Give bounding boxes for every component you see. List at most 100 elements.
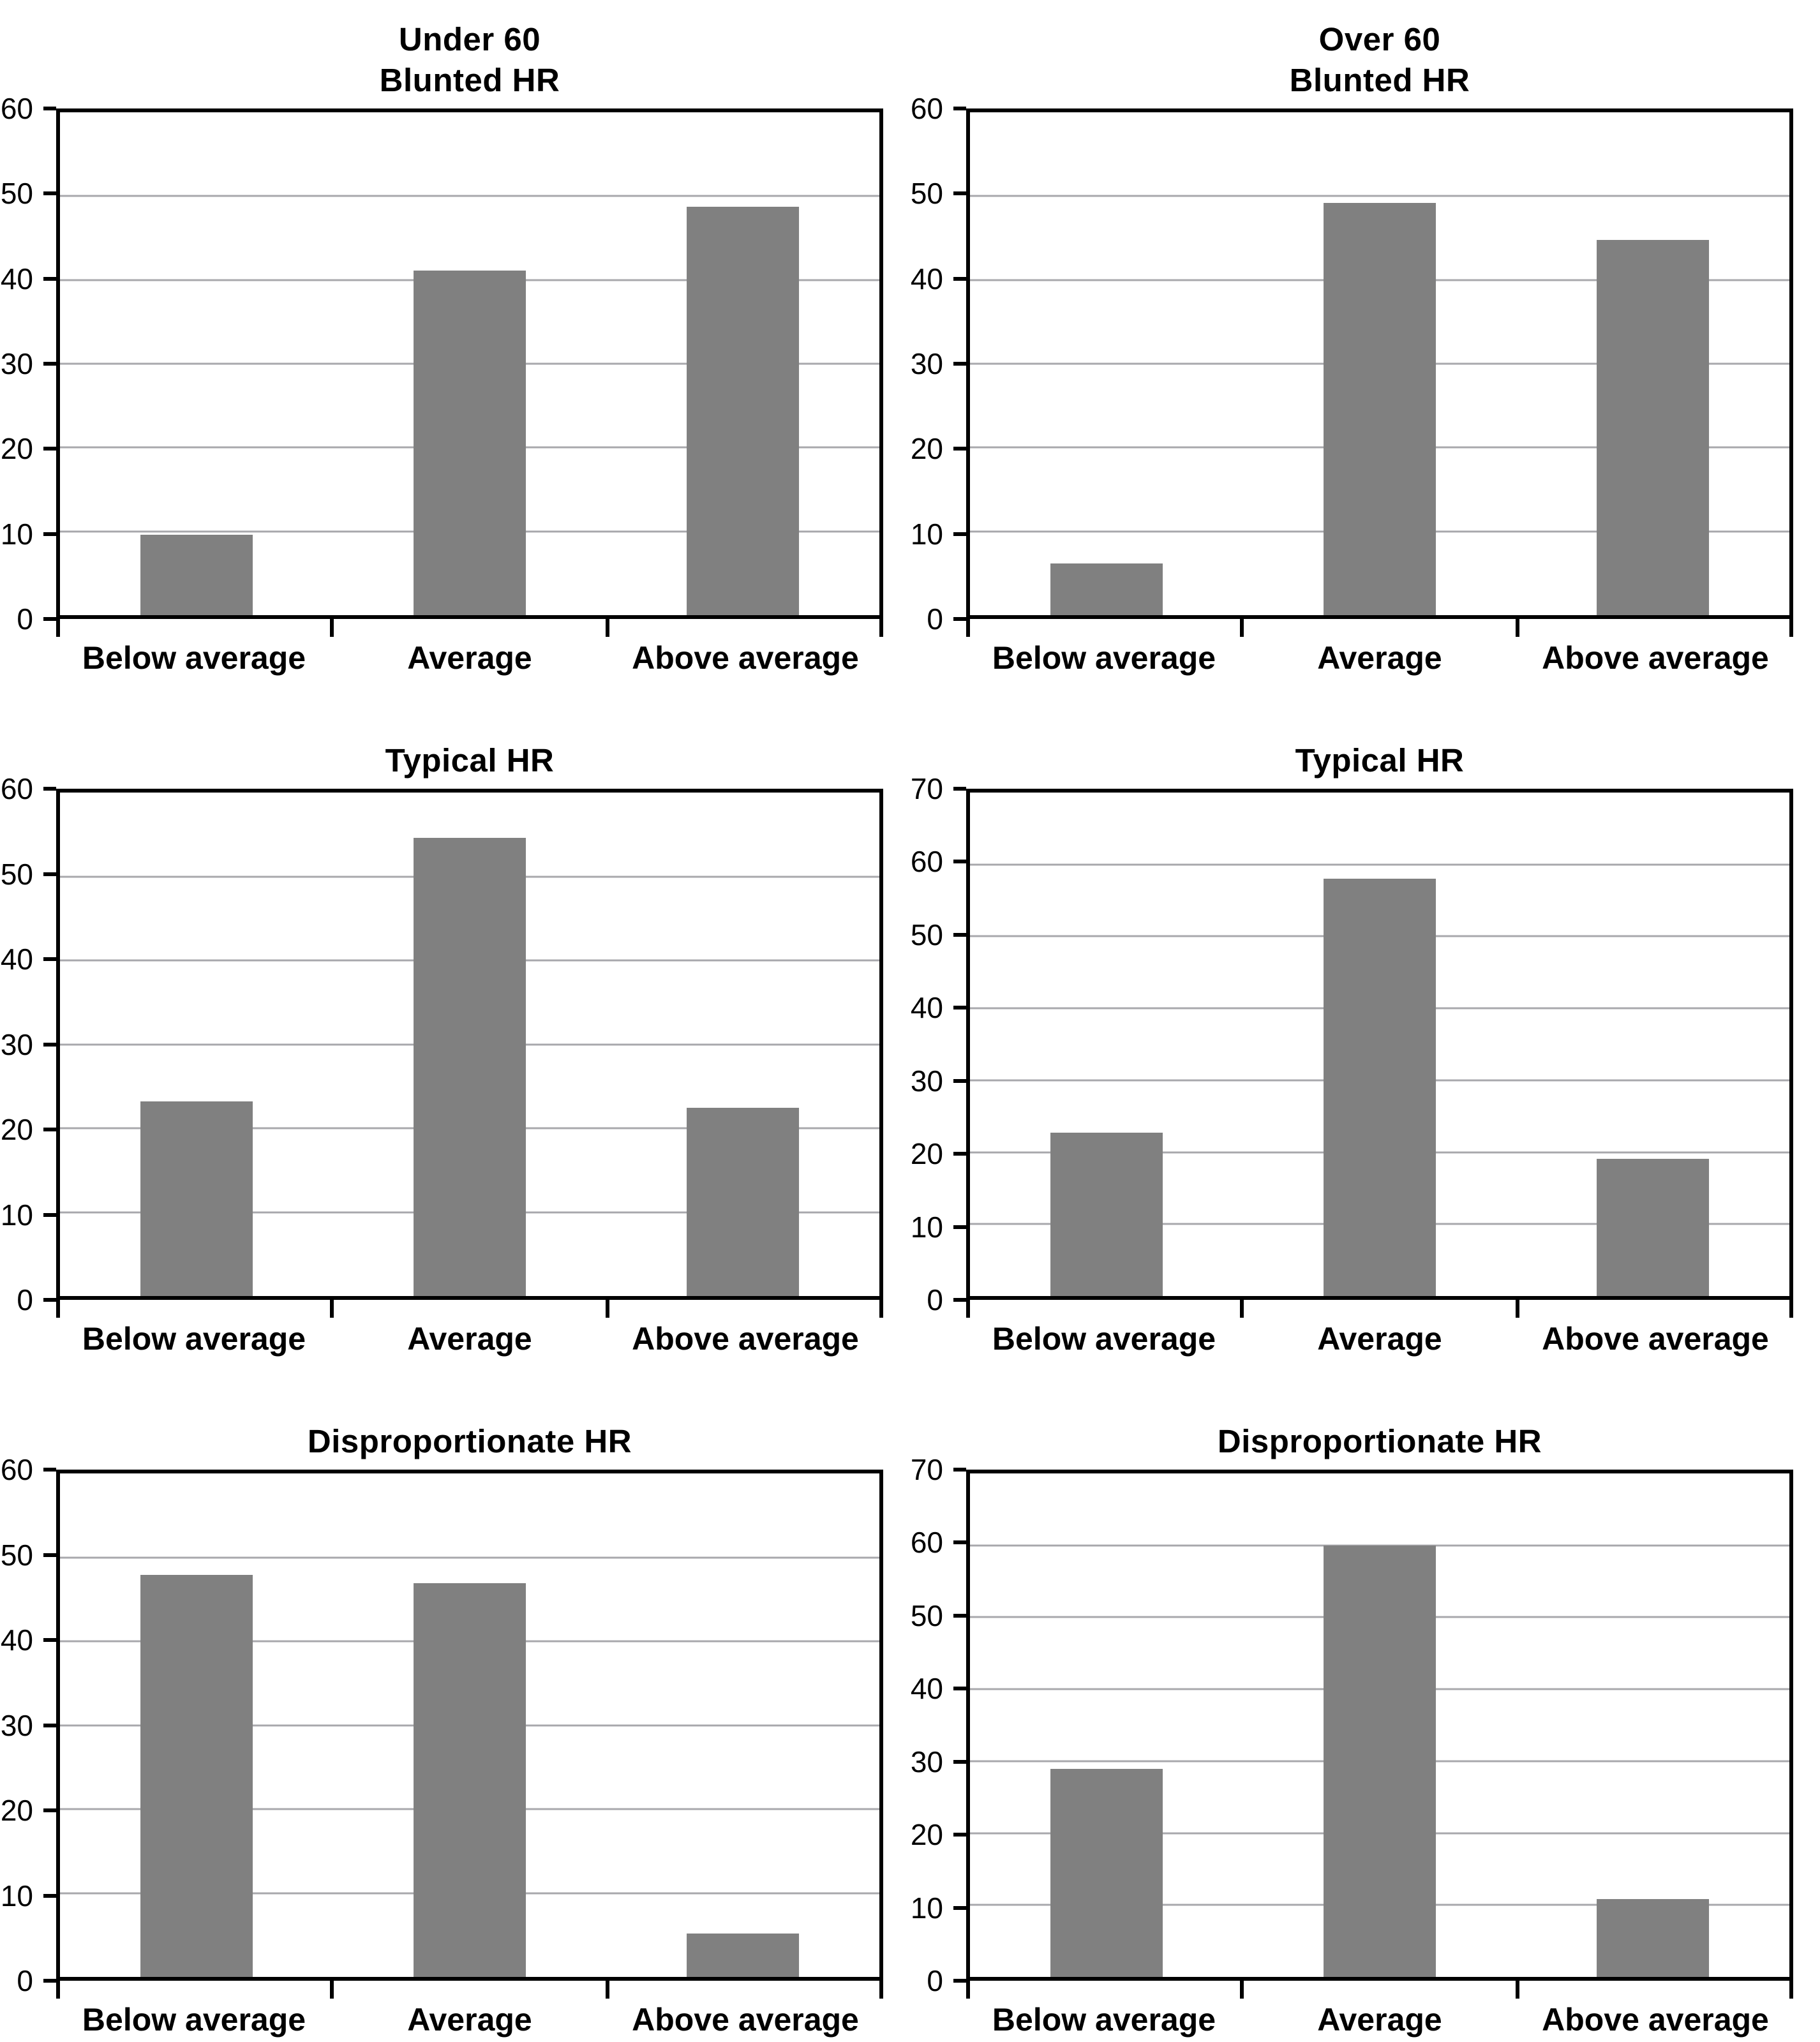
x-category-label: Above average [1542,640,1769,676]
x-axis-tick [1240,619,1244,637]
y-axis-tick-label: 60 [910,92,943,125]
x-category-label: Above average [632,2002,859,2038]
plot-area: Below average Average Above average 0 10 2… [1,1455,883,2038]
x-axis-tick [1240,1300,1244,1318]
y-axis-tick [953,1006,966,1010]
x-axis-tick [1516,1981,1519,1999]
x-axis-tick [879,619,883,637]
x-category-label: Below average [992,2002,1216,2038]
y-axis-tick-label: 40 [910,991,943,1025]
x-axis-tick [879,1300,883,1318]
y-axis-tick [953,617,966,621]
bar-below-average [140,1575,253,1977]
y-axis-tick-label: 30 [910,1745,943,1778]
y-axis-tick [43,1808,56,1813]
x-category-label: Below average [82,640,306,676]
y-axis-tick [43,1468,56,1472]
chart-title-block: Disproportionate HR [56,1361,883,1468]
y-axis-tick [953,860,966,864]
y-axis-tick [953,107,966,110]
x-category-label: Above average [1542,1321,1769,1357]
y-axis-tick-label: 50 [0,177,33,211]
y-axis-tick-label: 50 [910,1599,943,1632]
chart-title-block: Under 60 Blunted HR [56,0,883,107]
chart-title-block: Typical HR [56,680,883,787]
y-axis-tick-label: 40 [0,262,33,295]
x-axis-tick [1789,1300,1793,1318]
chart-under-60-disproportionate-hr: Disproportionate HR Below average Averag… [0,1361,910,2042]
y-axis-tick-label: 70 [910,772,943,805]
y-axis-tick-label: 60 [0,92,33,125]
y-axis-tick-label: 10 [910,517,943,551]
y-axis-tick [43,1042,56,1047]
y-axis-tick-label: 40 [0,1623,33,1657]
y-axis-tick-label: 40 [0,943,33,976]
y-axis-tick [43,107,56,110]
x-axis-tick [56,1981,60,1999]
chart-title: Typical HR [385,742,555,779]
chart-title: Blunted HR [1289,62,1470,98]
y-axis-tick [953,787,966,791]
x-axis-tick [1789,1981,1793,1999]
bar-average [414,1583,526,1977]
y-axis-tick-label: 50 [0,857,33,891]
y-axis-tick-label: 60 [910,1526,943,1560]
y-axis-tick [953,532,966,536]
x-axis-tick [1789,619,1793,637]
x-axis-tick [606,619,609,637]
chart-title: Disproportionate HR [307,1423,632,1459]
chart-title-block: Over 60 Blunted HR [966,0,1793,107]
x-axis-tick [330,619,334,637]
x-axis-labels: Below average Average Above average [966,1320,1793,1357]
x-axis-tick [1516,1300,1519,1318]
x-category-label: Average [1317,640,1442,676]
plot-frame [56,108,883,619]
y-axis-tick [953,1687,966,1691]
y-axis-tick-label: 0 [17,1964,33,1997]
chart-group-title: Under 60 [398,21,541,57]
y-axis-tick-label: 20 [0,432,33,466]
bar-average [1324,202,1436,615]
y-axis-tick-label: 40 [910,262,943,295]
y-axis-tick-label: 10 [0,517,33,551]
chart-group-title: Over 60 [1318,21,1441,57]
y-axis-tick [43,1638,56,1643]
x-category-label: Below average [992,640,1216,676]
y-axis-tick-label: 20 [910,1818,943,1852]
bar-above-average [687,1108,799,1296]
y-axis-tick-label: 40 [910,1672,943,1706]
y-axis-tick-label: 10 [0,1879,33,1912]
bar-above-average [1597,1899,1709,1977]
x-category-label: Below average [82,1321,306,1357]
x-axis-labels: Below average Average Above average [966,2001,1793,2038]
gridline-50 [970,195,1789,197]
x-category-label: Above average [1542,2002,1769,2038]
y-axis-tick [43,1979,56,1983]
y-axis-tick-label: 30 [910,347,943,380]
x-axis-tick [606,1300,609,1318]
plot-area: Below average Average Above average 0 10 2… [911,774,1793,1357]
y-axis-tick [953,1152,966,1156]
y-axis-tick [43,1893,56,1898]
y-axis-tick-label: 20 [910,1137,943,1171]
x-axis-tick [966,1300,970,1318]
y-axis-tick [953,1905,966,1910]
x-category-label: Below average [992,1321,1216,1357]
plot-frame [966,1470,1793,1981]
bar-above-average [687,1933,799,1977]
y-axis-tick [43,447,56,451]
x-category-label: Below average [82,2002,306,2038]
y-axis-tick-label: 20 [0,1113,33,1147]
y-axis-tick-label: 30 [910,1064,943,1098]
bar-average [414,838,526,1296]
bar-average [1324,1545,1436,1977]
chart-title: Typical HR [1295,742,1465,779]
x-axis-tick [1240,1981,1244,1999]
y-axis-tick [953,1613,966,1618]
x-axis-tick [330,1981,334,1999]
y-axis-tick-label: 0 [927,1283,943,1316]
y-axis-tick-label: 60 [910,845,943,879]
chart-over-60-blunted-hr: Over 60 Blunted HR Below average Average… [910,0,1820,680]
y-axis-tick-label: 10 [910,1891,943,1925]
